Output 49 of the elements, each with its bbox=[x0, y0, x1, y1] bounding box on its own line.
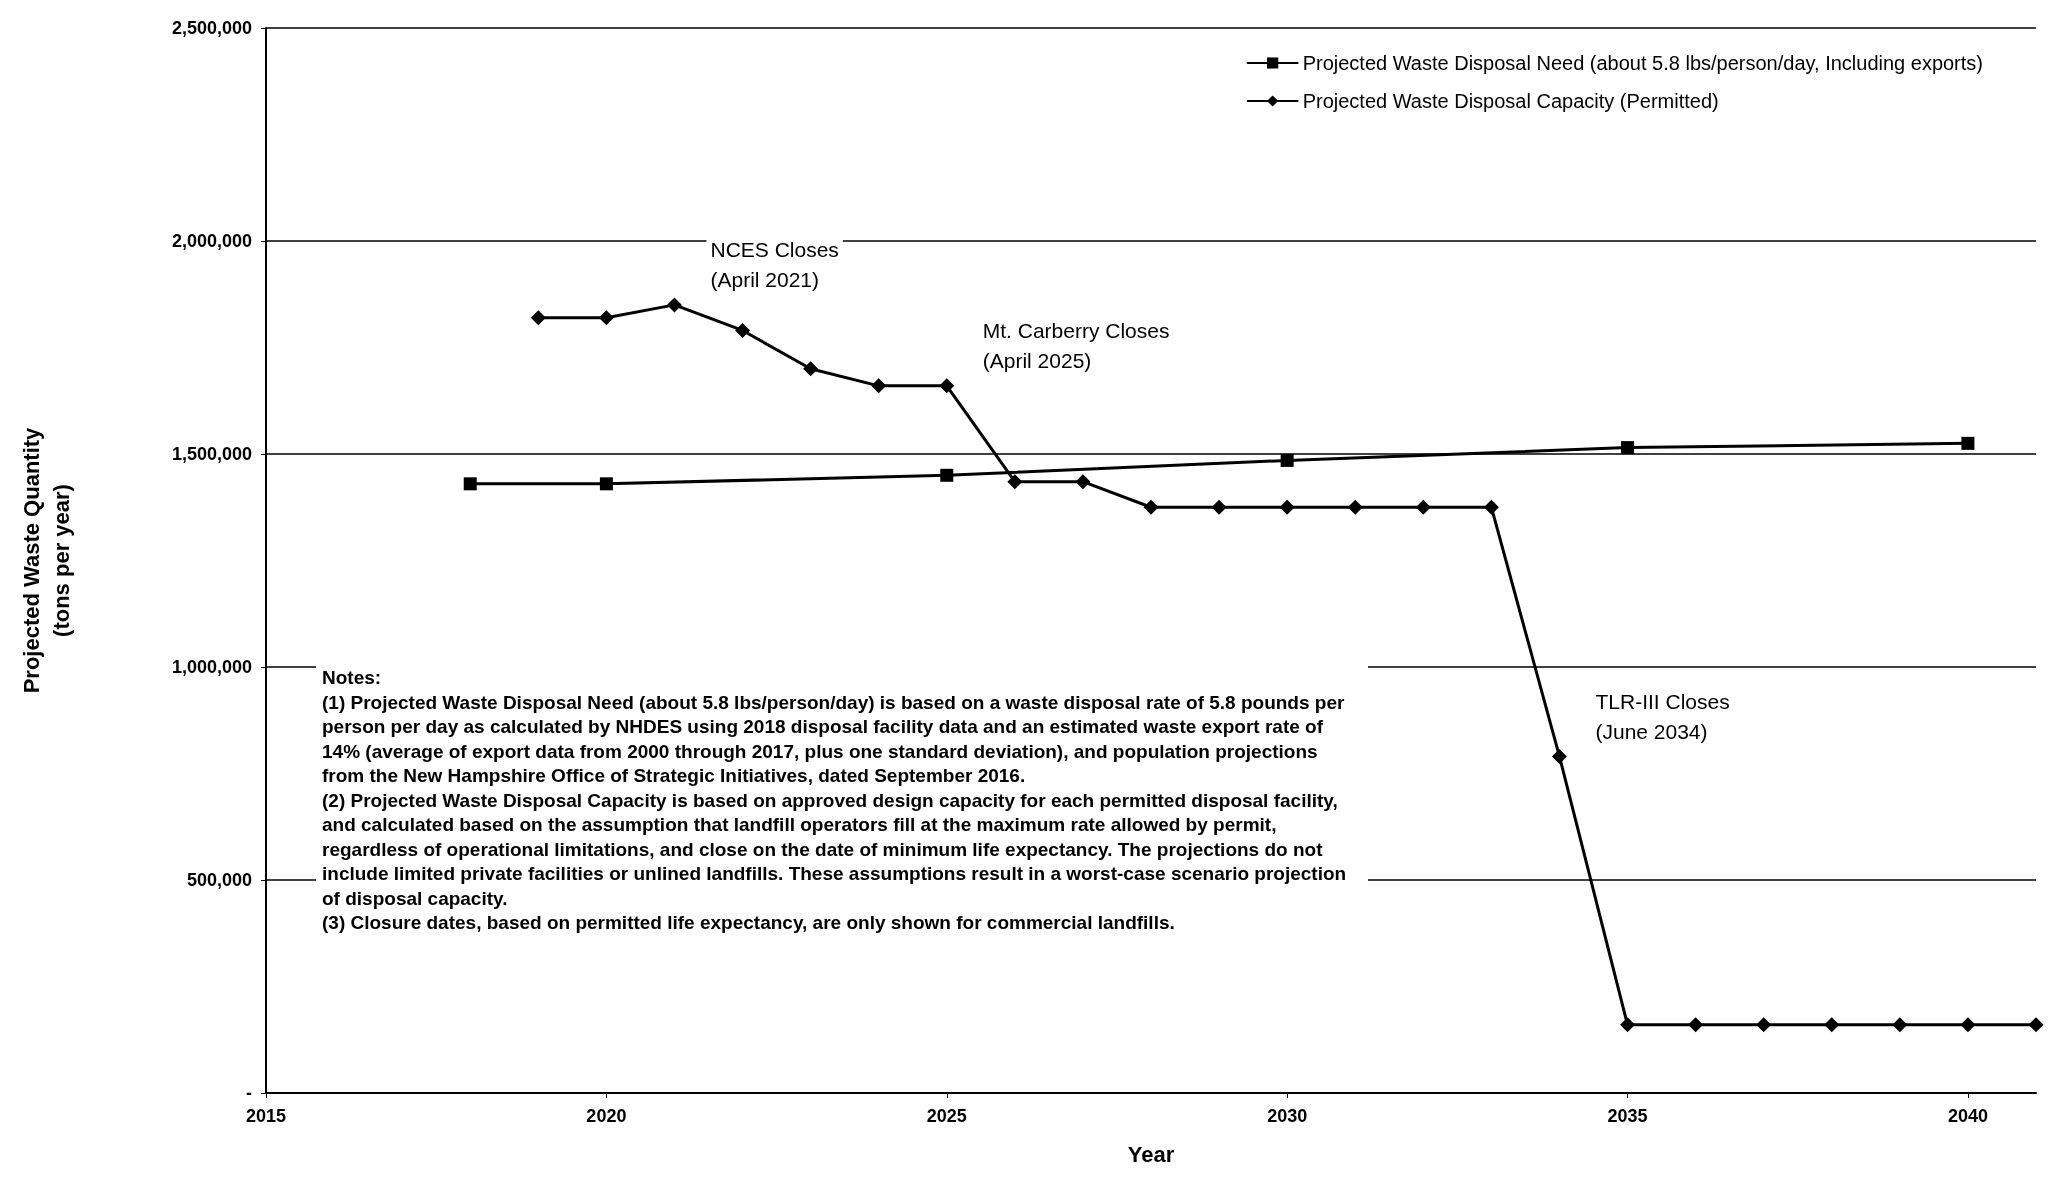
point bbox=[1621, 441, 1635, 455]
point bbox=[530, 310, 546, 326]
x-tick-label: 2035 bbox=[1607, 1106, 1648, 1126]
point bbox=[1279, 499, 1295, 515]
point bbox=[735, 322, 751, 338]
point bbox=[1007, 474, 1023, 490]
y-tick-label: 1,500,000 bbox=[171, 444, 252, 464]
point bbox=[1756, 1017, 1772, 1033]
point bbox=[1960, 1017, 1976, 1033]
x-tick-label: 2025 bbox=[926, 1106, 967, 1126]
legend-label: Projected Waste Disposal Need (about 5.8 lbs/person/day, Including exports) bbox=[1302, 52, 1984, 74]
x-tick-label: 2040 bbox=[1947, 1106, 1988, 1126]
y-tick-label: 2,500,000 bbox=[171, 18, 252, 38]
point bbox=[939, 378, 955, 394]
x-tick-label: 2030 bbox=[1267, 1106, 1308, 1126]
point bbox=[463, 477, 477, 491]
point bbox=[1211, 499, 1227, 515]
x-tick-label: 2020 bbox=[586, 1106, 627, 1126]
point bbox=[871, 378, 887, 394]
point bbox=[1961, 436, 1975, 450]
legend-label: Projected Waste Disposal Capacity (Permitted) bbox=[1302, 90, 1719, 112]
y-tick-label: 500,000 bbox=[186, 870, 252, 890]
point bbox=[1551, 748, 1567, 764]
point bbox=[1075, 474, 1091, 490]
point bbox=[1280, 453, 1294, 467]
point bbox=[1892, 1017, 1908, 1033]
point bbox=[598, 310, 614, 326]
point bbox=[1483, 499, 1499, 515]
text: Notes: (1) Projected Waste Disposal Need (about 5.8 lbs/person/day) is based on a waste disposal rate of 5.8 pounds per person per day as calculated by NHDES using 2018 disposal facility data and an estimated waste export rate of 14% (average of export data from 2000 through 2017, plus one standard deviation), and population projections from the New Hampshire Office of Strategic Initiatives, dated September 2016. (2) Projected Waste Disposal Capacity is based on approved design capacity for each permitted disposal facility, and calculated based on the assumption that landfill operators fill at the maximum rate allowed by permit, regardless of operational limitations, and close on the date of minimum life expectancy. The projections do not include limited private facilities or unlined landfills. These assumptions result in a worst-case scenario projection of disposal capacity. (3) Closure dates, based on permitted life expectancy, are only shown for commercial landfills. bbox=[322, 667, 1347, 934]
point bbox=[1347, 499, 1363, 515]
annotation: Mt. Carberry Closes (April 2025) bbox=[982, 319, 1170, 373]
point bbox=[2028, 1017, 2044, 1033]
point bbox=[666, 297, 682, 313]
point bbox=[1620, 1017, 1636, 1033]
point bbox=[1415, 499, 1431, 515]
point bbox=[1688, 1017, 1704, 1033]
x-tick-label: 2015 bbox=[245, 1106, 287, 1126]
annotation: NCES Closes (April 2021) bbox=[710, 238, 839, 292]
point bbox=[803, 361, 819, 377]
point bbox=[599, 477, 613, 491]
point bbox=[1143, 499, 1159, 515]
point bbox=[940, 468, 954, 482]
y-axis-title: Projected Waste Quantity (tons per year) bbox=[18, 426, 74, 694]
y-tick-label: - bbox=[246, 1083, 252, 1103]
point bbox=[1824, 1017, 1840, 1033]
annotation: TLR-III Closes (June 2034) bbox=[1595, 689, 1730, 743]
x-axis-title: Year bbox=[1127, 1141, 1175, 1167]
y-tick-label: 1,000,000 bbox=[171, 657, 252, 677]
y-tick-label: 2,000,000 bbox=[171, 231, 252, 251]
